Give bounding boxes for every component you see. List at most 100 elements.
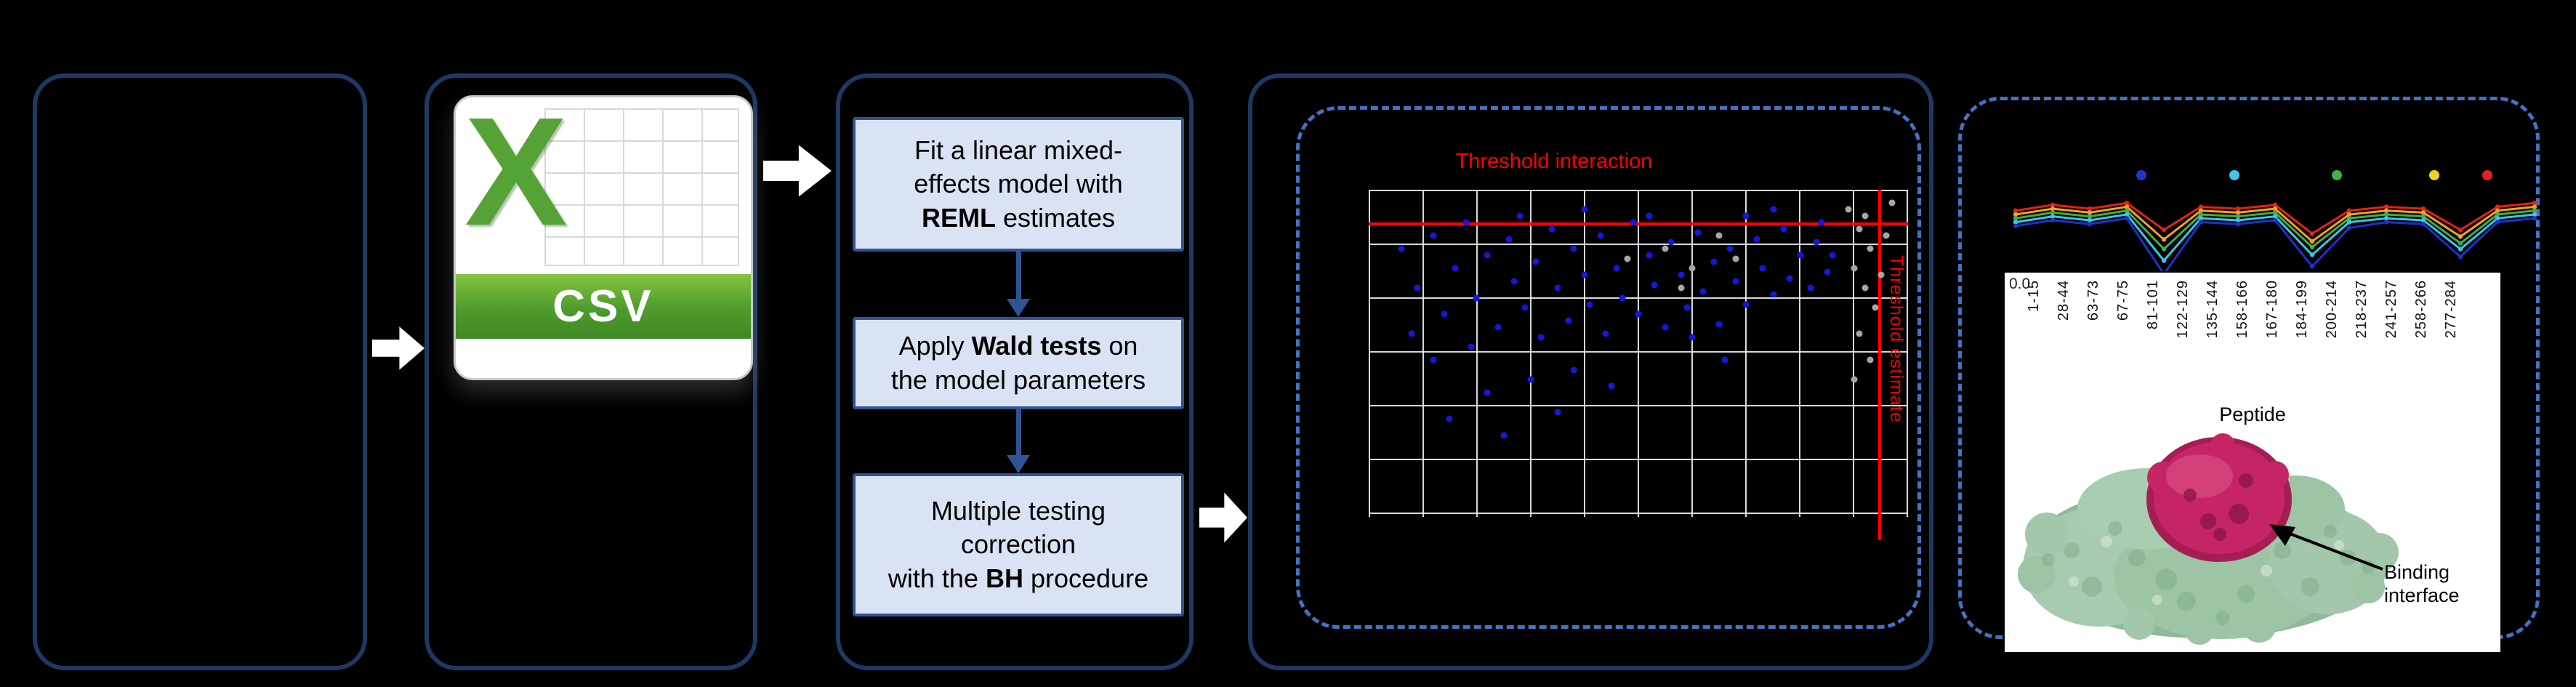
scatter-point: [1570, 366, 1577, 373]
scatter-point: [1537, 334, 1545, 340]
uptake-point: [2383, 204, 2389, 209]
uptake-point: [2087, 206, 2093, 212]
stage-scatter-panel: Threshold interaction Threshold estimate: [1248, 73, 1933, 670]
scatter-point: [1500, 432, 1507, 438]
scatter-point: [1646, 212, 1653, 220]
uptake-point: [2272, 217, 2278, 223]
uptake-point: [2420, 222, 2426, 227]
protein-structure: [2018, 433, 2399, 645]
scatter-point: [1441, 310, 1448, 318]
scatter-point: [1408, 330, 1415, 337]
state-legend-dot: [2229, 170, 2240, 180]
scatter-point: [1414, 284, 1421, 292]
uptake-point: [2272, 202, 2278, 208]
x-tick-label: 135-144: [2205, 280, 2221, 339]
scatter-point: [1527, 376, 1534, 383]
uptake-point: [2198, 216, 2204, 221]
uptake-point: [2050, 210, 2056, 215]
uptake-point: [2309, 238, 2315, 244]
scatter-point: [1468, 343, 1475, 350]
state-legend-dot: [2331, 170, 2342, 180]
scatter-point: [1759, 265, 1766, 272]
uptake-point: [2235, 214, 2241, 219]
uptake-point: [2383, 220, 2389, 225]
x-tick-label: 277-284: [2443, 280, 2459, 339]
uptake-point: [2420, 214, 2426, 219]
scatter-point: [1867, 356, 1874, 363]
peptide-axis-title: Peptide: [2219, 403, 2286, 425]
scatter-point: [1613, 265, 1620, 272]
uptake-lines-svg: [2013, 201, 2537, 277]
scatter-point: [1554, 409, 1561, 416]
uptake-point: [2383, 208, 2389, 213]
uptake-point: [2087, 222, 2093, 227]
uptake-point: [2458, 227, 2463, 233]
scatter-point: [1786, 275, 1793, 281]
uptake-point: [2495, 216, 2500, 221]
scatter-point: [1602, 330, 1609, 337]
scatter-point: [1770, 291, 1776, 298]
scatter-point: [1484, 389, 1491, 396]
x-tick-label: 167-180: [2264, 280, 2280, 339]
peptide-panel: 0.0 1-15 28-44 63-73 67-75 81-101 122-129 135-…: [2005, 271, 2500, 652]
binding-interface-region: [2146, 433, 2292, 562]
stage-input-panel: [33, 73, 367, 670]
scatter-point: [1818, 219, 1825, 226]
uptake-point: [2198, 204, 2204, 209]
scatter-point: [1630, 219, 1637, 226]
uptake-point: [2532, 216, 2537, 221]
scatter-point: [1861, 284, 1869, 292]
flow-step-text: Apply: [898, 331, 972, 361]
flow-step-text: Multiple testing correction with the: [887, 496, 1106, 593]
scatter-point: [1861, 212, 1869, 220]
uptake-point: [2272, 214, 2278, 219]
flow-arrow-1-icon: [372, 326, 424, 370]
scatter-point: [1683, 304, 1691, 311]
uptake-point: [2050, 214, 2056, 219]
scatter-point: [1715, 321, 1723, 327]
csv-banner: CSV: [456, 274, 751, 339]
uptake-point: [2420, 210, 2426, 215]
scatter-point: [1651, 281, 1658, 288]
uptake-point: [2346, 212, 2352, 217]
scatter-point: [1770, 206, 1776, 213]
uptake-point: [2124, 216, 2130, 221]
uptake-point: [2495, 204, 2500, 209]
scatter-point: [1689, 265, 1696, 272]
scatter-point: [1726, 245, 1734, 252]
scatter-point: [1732, 278, 1739, 285]
scatter-point: [1694, 229, 1702, 236]
csv-file-icon: X CSV: [454, 95, 753, 380]
uptake-point: [2124, 208, 2130, 213]
scatter-title: Threshold interaction: [1455, 150, 1653, 173]
x-tick-label: 218-237: [2354, 280, 2370, 339]
state-legend-dot: [2429, 170, 2440, 180]
uptake-point: [2420, 217, 2426, 223]
x-tick-label: 241-257: [2383, 280, 2399, 339]
uptake-point: [2383, 216, 2389, 221]
scatter-point: [1807, 284, 1814, 292]
binding-arrow-icon: [2269, 524, 2383, 571]
uptake-point: [2235, 206, 2241, 212]
uptake-point: [2198, 220, 2204, 225]
scatter-point: [1581, 271, 1588, 278]
scatter-point: [1473, 294, 1480, 301]
scatter-point: [1662, 245, 1669, 252]
uptake-point: [2124, 204, 2130, 209]
uptake-point: [2013, 212, 2018, 217]
uptake-point: [2383, 212, 2389, 217]
scatter-point: [1732, 255, 1739, 262]
scatter-point: [1430, 356, 1437, 363]
scatter-point: [1689, 334, 1696, 340]
x-tick-label: 200-214: [2324, 280, 2340, 339]
scatter-point: [1710, 258, 1718, 265]
state-legend-dot: [2482, 170, 2492, 180]
uptake-point: [2495, 208, 2500, 213]
x-tick-label: 184-199: [2294, 280, 2310, 339]
binding-interface-label: Binding interface: [2384, 561, 2460, 607]
scatter-point: [1548, 225, 1555, 233]
uptake-point: [2458, 234, 2463, 239]
uptake-point: [2087, 214, 2093, 219]
excel-x-logo: X: [464, 95, 568, 257]
